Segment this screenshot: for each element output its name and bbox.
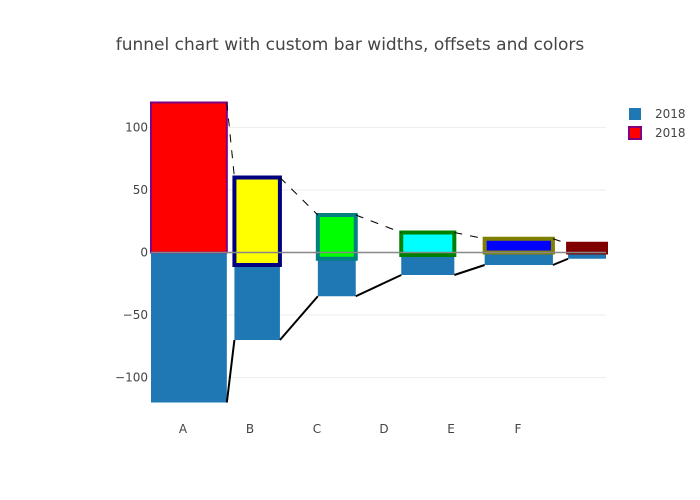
- bar: [399, 230, 457, 257]
- bars-layer: [150, 101, 608, 403]
- y-tick-label: 50: [133, 183, 148, 197]
- legend[interactable]: 2018 2018: [628, 107, 686, 140]
- y-tick-label: −50: [123, 308, 148, 322]
- x-tick-label: E: [447, 422, 455, 436]
- series-1-connector: [454, 232, 485, 240]
- series-0-connector: [225, 339, 236, 403]
- bar: [568, 252, 606, 259]
- bar: [566, 241, 608, 255]
- series-0-connector: [454, 264, 485, 276]
- x-tick-label: D: [379, 422, 388, 436]
- bar: [401, 252, 455, 275]
- chart-title: funnel chart with custom bar widths, off…: [116, 35, 585, 55]
- series-0-connector: [355, 274, 402, 298]
- bar: [234, 252, 280, 340]
- legend-swatch-1[interactable]: [628, 126, 642, 140]
- y-tick-label: 100: [125, 121, 148, 135]
- legend-label-1[interactable]: 2018: [655, 126, 686, 140]
- legend-label-0[interactable]: 2018: [655, 107, 686, 121]
- series-0-connector: [552, 257, 569, 266]
- bar: [232, 175, 282, 267]
- series-1-connector: [226, 102, 235, 178]
- series-0-connector: [279, 295, 319, 341]
- x-tick-label: B: [246, 422, 254, 436]
- series-1-connector: [552, 238, 569, 245]
- bar: [482, 236, 555, 255]
- y-tick-label: 0: [140, 246, 148, 260]
- bar: [484, 252, 553, 265]
- x-tick-label: C: [313, 422, 321, 436]
- series-0-bars: [151, 252, 606, 403]
- connector-lines-layer: [225, 102, 569, 403]
- bar: [150, 101, 228, 254]
- axis-layer: 100 50 0 −50 −100 A B C D E F: [115, 121, 606, 436]
- legend-swatch-0[interactable]: [629, 108, 641, 120]
- y-tick-label: −100: [115, 371, 148, 385]
- x-tick-label: F: [515, 422, 522, 436]
- x-tick-label: A: [179, 422, 188, 436]
- series-1-bars: [150, 101, 608, 267]
- bar: [151, 252, 227, 403]
- bar: [315, 213, 358, 261]
